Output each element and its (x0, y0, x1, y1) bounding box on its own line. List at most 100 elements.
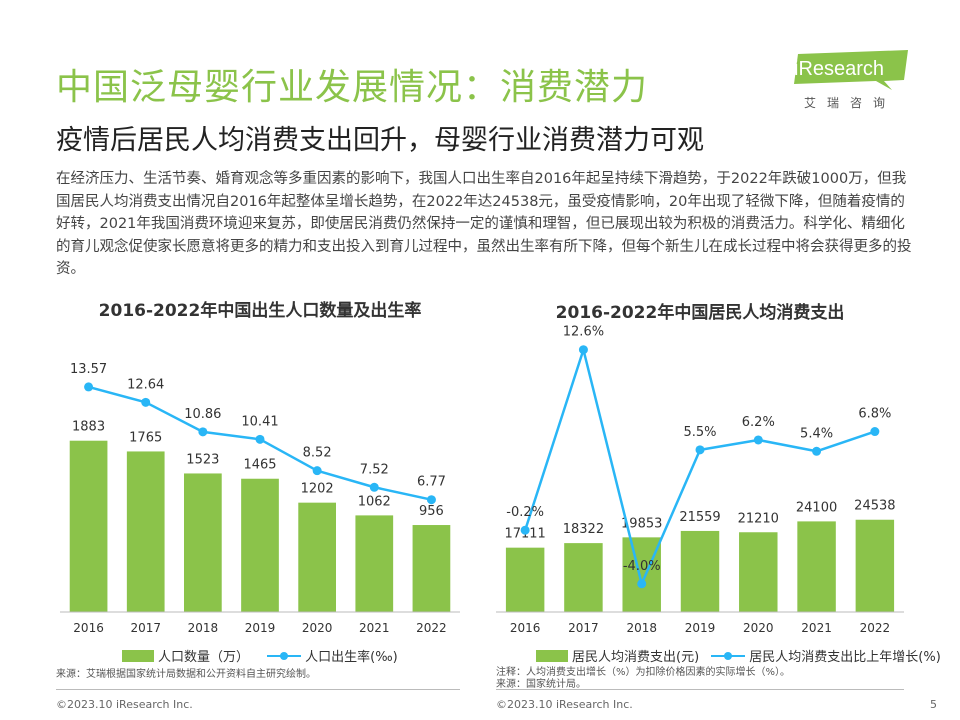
line-point-2021 (369, 482, 379, 492)
x-tick-2019: 2019 (245, 621, 276, 635)
bar-label-2022: 24538 (854, 499, 895, 514)
x-tick-2020: 2020 (302, 621, 333, 635)
line-point-2021 (812, 446, 822, 456)
legend-item-population: 人口数量（万） (122, 646, 249, 665)
bar-2019 (241, 478, 279, 612)
x-tick-2018: 2018 (188, 621, 219, 635)
line-label-2020: 6.2% (742, 415, 775, 430)
footer-copyright-right: ©2023.10 iResearch Inc. (496, 698, 633, 711)
bar-label-2018: 1523 (186, 452, 219, 467)
bar-2016 (505, 547, 545, 612)
line-point-2019 (695, 445, 705, 455)
line-point-2020 (312, 466, 322, 476)
footer-copyright-left: ©2023.10 iResearch Inc. (56, 698, 193, 711)
x-tick-2016: 2016 (510, 621, 541, 635)
bar-label-2017: 1765 (129, 430, 162, 445)
line-point-2020 (753, 435, 763, 445)
bar-2017 (126, 451, 165, 612)
bar-2020 (739, 532, 778, 612)
bar-2017 (564, 543, 603, 612)
legend-line-swatch (267, 650, 302, 662)
bar-label-2020: 1202 (301, 482, 334, 497)
legend-item-growth: 居民人均消费支出比上年增长(%) (711, 646, 941, 665)
legend-bar-swatch (536, 649, 568, 662)
legend-item-spending: 居民人均消费支出(元) (536, 646, 699, 665)
line-label-2021: 7.52 (360, 462, 389, 477)
line-label-2019: 10.41 (241, 414, 278, 429)
bar-2019 (680, 530, 720, 612)
bar-2020 (298, 502, 336, 612)
bar-label-2017: 18322 (563, 522, 604, 537)
bar-label-2018: 19853 (621, 516, 662, 531)
x-tick-2020: 2020 (743, 621, 774, 635)
line-point-2022 (870, 427, 880, 437)
bar-label-2019: 1465 (243, 458, 276, 473)
footer-divider-right (496, 689, 904, 690)
source-note-right: 来源：国家统计局。 (496, 679, 586, 690)
bar-2022 (855, 519, 895, 612)
iresearch-logo: iResearch 艾瑞咨询 (792, 50, 912, 114)
bar-2021 (355, 515, 394, 612)
bar-2016 (69, 440, 108, 612)
line-point-2018 (198, 427, 208, 437)
line-label-2021: 5.4% (800, 426, 833, 441)
chart-title-consumption: 2016-2022年中国居民人均消费支出 (555, 303, 845, 323)
page-subtitle: 疫情后居民人均消费支出回升，母婴行业消费潜力可观 (56, 125, 704, 156)
body-paragraph: 在经济压力、生活节奏、婚育观念等多重因素的影响下，我国人口出生率自2016年起呈… (56, 171, 912, 277)
bar-2022 (412, 525, 451, 612)
legend-label-birth-rate: 人口出生率(‰) (305, 650, 398, 665)
line-label-2016: -0.2% (506, 505, 544, 520)
line-label-2018: -4.0% (623, 559, 661, 574)
legend-label-spending: 居民人均消费支出(元) (572, 650, 700, 665)
x-tick-2022: 2022 (860, 621, 891, 635)
footer-divider-left (56, 689, 460, 690)
legend-label-growth: 居民人均消费支出比上年增长(%) (749, 650, 941, 665)
line-point-2019 (255, 434, 265, 444)
x-tick-2016: 2016 (73, 621, 104, 635)
line-label-2017: 12.6% (563, 325, 604, 340)
line-point-2016 (84, 382, 94, 392)
bar-label-2020: 21210 (738, 511, 779, 526)
x-tick-2017: 2017 (130, 621, 161, 635)
page-title: 中国泛母婴行业发展情况：消费潜力 (56, 67, 649, 108)
legend-bar-swatch (122, 649, 154, 662)
bar-label-2021: 24100 (796, 500, 837, 515)
line-point-2022 (426, 495, 436, 505)
bar-label-2016: 1883 (72, 420, 105, 435)
line-label-2016: 13.57 (70, 362, 107, 377)
annotation-note-right: 注释：人均消费支出增长（%）为扣除价格因素的实际增长（%）。 (496, 667, 791, 678)
x-tick-2017: 2017 (568, 621, 599, 635)
x-tick-2022: 2022 (416, 621, 447, 635)
x-tick-2021: 2021 (801, 621, 832, 635)
bar-label-2022: 956 (419, 504, 444, 519)
legend-item-birth-rate: 人口出生率(‰) (267, 646, 398, 665)
bar-2018 (622, 537, 661, 612)
source-note-left: 来源：艾瑞根据国家统计局数据和公开资料自主研究绘制。 (56, 669, 316, 680)
consumption-chart: 1711118322198532155921210241002453820162… (496, 325, 904, 635)
births-chart: 1883 1765 1523 1465 1202 1062 956 2016 2017 2018 2… (60, 362, 460, 635)
x-tick-2021: 2021 (359, 621, 390, 635)
line-point-2016 (520, 525, 530, 535)
line-point-2017 (141, 397, 151, 407)
line-point-2017 (578, 345, 588, 355)
legend-line-swatch (711, 650, 746, 662)
line-label-2022: 6.77 (417, 475, 446, 490)
legend-label-population: 人口数量（万） (158, 650, 250, 665)
bar-2018 (184, 473, 222, 612)
line-label-2022: 6.8% (858, 407, 891, 422)
logo-badge-icon (794, 50, 908, 90)
chart-title-births: 2016-2022年中国出生人口数量及出生率 (98, 301, 422, 321)
line-label-2018: 10.86 (184, 407, 221, 422)
x-tick-2018: 2018 (626, 621, 657, 635)
line-label-2020: 8.52 (303, 446, 332, 461)
line-label-2019: 5.5% (683, 425, 716, 440)
page-number: 5 (930, 698, 937, 711)
line-label-2017: 12.64 (127, 377, 164, 392)
bar-2021 (797, 521, 836, 612)
bar-label-2019: 21559 (679, 510, 720, 525)
logo-subtext: 艾瑞咨询 (804, 96, 897, 110)
births-legend: 人口数量（万） 人口出生率(‰) (122, 646, 412, 666)
x-tick-2019: 2019 (685, 621, 716, 635)
line-point-2018 (637, 579, 647, 589)
bar-label-2021: 1062 (358, 494, 391, 509)
